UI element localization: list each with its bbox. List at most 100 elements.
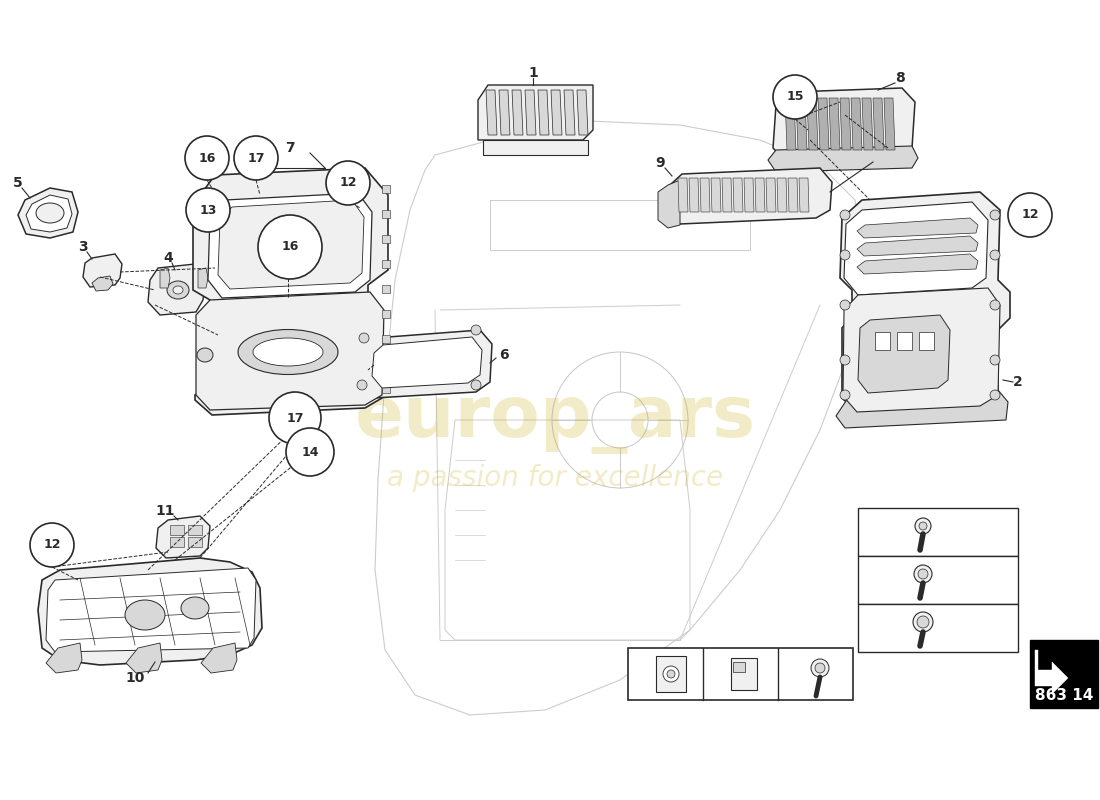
Bar — [732, 658, 757, 690]
Ellipse shape — [167, 281, 189, 299]
Circle shape — [270, 392, 321, 444]
Text: 12: 12 — [870, 613, 888, 626]
Polygon shape — [658, 180, 680, 228]
Polygon shape — [372, 337, 482, 388]
Text: 17: 17 — [634, 659, 651, 673]
Polygon shape — [39, 558, 262, 665]
Circle shape — [915, 518, 931, 534]
Text: 14: 14 — [301, 446, 319, 458]
Polygon shape — [551, 90, 562, 135]
Polygon shape — [668, 168, 832, 224]
Polygon shape — [82, 254, 122, 287]
Text: 13: 13 — [199, 203, 217, 217]
Polygon shape — [362, 330, 492, 398]
Circle shape — [840, 210, 850, 220]
Polygon shape — [564, 90, 575, 135]
Text: 16: 16 — [282, 241, 299, 254]
Polygon shape — [198, 268, 208, 288]
Circle shape — [840, 390, 850, 400]
Text: 2: 2 — [1013, 375, 1023, 389]
Polygon shape — [700, 178, 710, 212]
Text: 11: 11 — [155, 504, 175, 518]
Text: a passion for excellence: a passion for excellence — [387, 464, 723, 492]
Bar — [382, 235, 390, 243]
Polygon shape — [733, 178, 742, 212]
Polygon shape — [844, 202, 988, 295]
Bar — [382, 335, 390, 343]
Bar — [382, 360, 390, 368]
Polygon shape — [18, 188, 78, 238]
Polygon shape — [486, 90, 497, 135]
Polygon shape — [201, 643, 236, 673]
Ellipse shape — [253, 338, 323, 366]
Circle shape — [258, 215, 322, 279]
Polygon shape — [689, 178, 698, 212]
Polygon shape — [773, 88, 915, 162]
Polygon shape — [126, 643, 162, 673]
Circle shape — [913, 612, 933, 632]
Polygon shape — [857, 254, 978, 274]
Bar — [170, 537, 184, 547]
Polygon shape — [744, 178, 754, 212]
Polygon shape — [766, 178, 775, 212]
Text: europ_ars: europ_ars — [354, 386, 756, 454]
Polygon shape — [862, 98, 873, 150]
Bar — [382, 385, 390, 393]
Circle shape — [471, 380, 481, 390]
Polygon shape — [851, 98, 862, 150]
Circle shape — [840, 355, 850, 365]
Polygon shape — [711, 178, 720, 212]
Text: 1: 1 — [528, 66, 538, 80]
Circle shape — [815, 663, 825, 673]
Polygon shape — [92, 276, 113, 291]
Text: 16: 16 — [710, 659, 726, 673]
Polygon shape — [722, 178, 732, 212]
Text: 10: 10 — [125, 671, 145, 685]
Text: 17: 17 — [248, 151, 265, 165]
Circle shape — [918, 522, 927, 530]
Text: 12: 12 — [339, 177, 356, 190]
Polygon shape — [192, 168, 388, 415]
Bar — [170, 525, 184, 535]
Circle shape — [990, 300, 1000, 310]
Polygon shape — [478, 85, 593, 140]
Bar — [896, 332, 912, 350]
Circle shape — [990, 210, 1000, 220]
Polygon shape — [755, 178, 764, 212]
Text: 14: 14 — [870, 517, 888, 530]
Circle shape — [914, 565, 932, 583]
Circle shape — [326, 161, 370, 205]
Ellipse shape — [36, 203, 64, 223]
Bar — [188, 525, 202, 535]
Polygon shape — [46, 643, 82, 673]
Text: 15: 15 — [786, 90, 804, 103]
Circle shape — [667, 670, 675, 678]
Text: 5: 5 — [13, 176, 23, 190]
Circle shape — [990, 250, 1000, 260]
Circle shape — [30, 523, 74, 567]
Circle shape — [234, 136, 278, 180]
Circle shape — [917, 616, 930, 628]
Bar — [1030, 640, 1098, 708]
Bar — [858, 604, 1018, 652]
Ellipse shape — [125, 600, 165, 630]
Polygon shape — [160, 268, 170, 288]
Bar — [382, 310, 390, 318]
Polygon shape — [538, 90, 549, 135]
Circle shape — [359, 333, 369, 343]
Text: 16: 16 — [198, 151, 216, 165]
Bar — [628, 648, 852, 700]
Polygon shape — [799, 178, 808, 212]
Bar — [188, 537, 202, 547]
Text: 12: 12 — [43, 538, 60, 551]
Text: 863 14: 863 14 — [1035, 689, 1093, 703]
Polygon shape — [829, 98, 840, 150]
Bar — [382, 285, 390, 293]
Polygon shape — [208, 193, 372, 298]
Polygon shape — [857, 218, 978, 238]
Polygon shape — [196, 292, 384, 410]
Bar — [874, 332, 890, 350]
Bar — [918, 332, 934, 350]
Circle shape — [663, 666, 679, 682]
Circle shape — [990, 355, 1000, 365]
